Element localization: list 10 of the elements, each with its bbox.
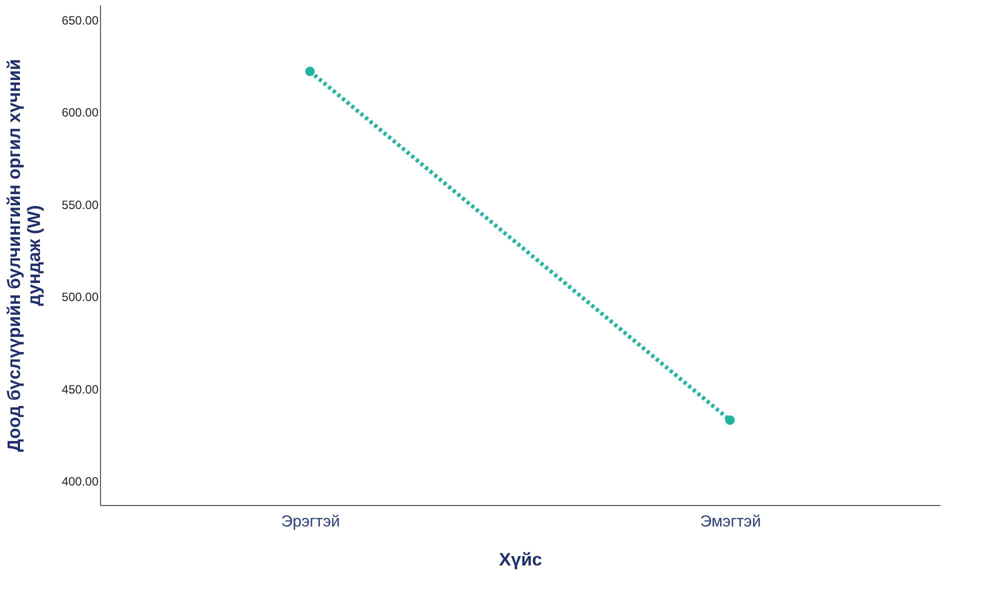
y-tick-label: 400.00 (62, 474, 99, 489)
x-tick-label: Эрэгтэй (281, 514, 340, 530)
y-axis-title: Доод бүслүүрийн булчингийн оргил хүчний дундаж (W) (4, 59, 44, 452)
y-tick-label: 650.00 (62, 13, 99, 28)
y-tick-label: 500.00 (62, 290, 99, 304)
x-axis-title: Хүйс (498, 550, 542, 570)
y-tick-label: 600.00 (62, 106, 99, 120)
y-tick-label: 450.00 (62, 382, 99, 396)
x-tick-label: Эмэгтэй (700, 514, 761, 530)
y-tick-label: 550.00 (62, 198, 99, 212)
